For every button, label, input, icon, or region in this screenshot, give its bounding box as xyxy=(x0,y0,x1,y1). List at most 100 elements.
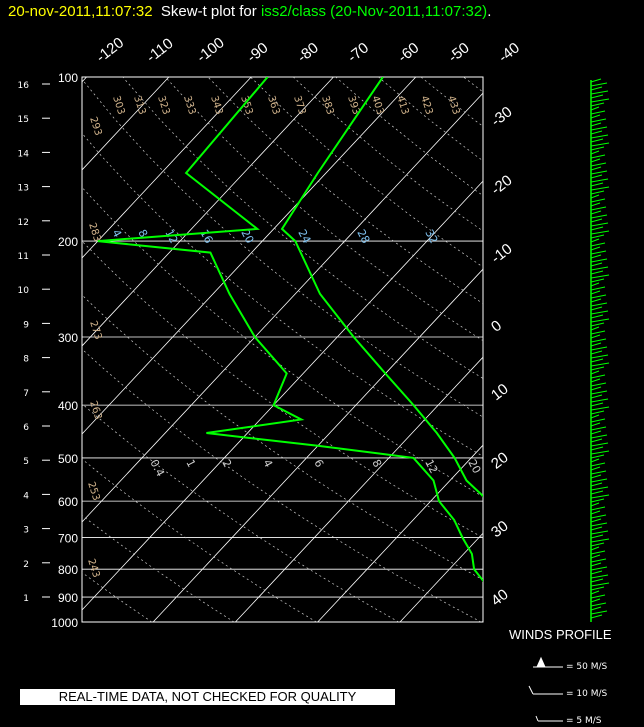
height-tick-label: 3 xyxy=(23,526,29,536)
wind-barb xyxy=(590,158,601,163)
wind-barb xyxy=(590,502,600,507)
wind-barb xyxy=(590,142,610,147)
theta-label: 323 xyxy=(155,95,171,117)
wind-barb xyxy=(590,298,602,303)
wind-barb xyxy=(590,146,605,151)
wind-barb xyxy=(590,518,602,523)
quality-notice: REAL-TIME DATA, NOT CHECKED FOR QUALITY xyxy=(20,689,395,705)
height-tick-label: 10 xyxy=(18,286,30,296)
height-tick-label: 5 xyxy=(23,457,29,467)
wind-barb xyxy=(590,250,607,255)
wind-barb xyxy=(590,262,603,267)
wind-barb xyxy=(590,370,600,375)
dry-adiabat-line xyxy=(82,403,399,622)
wind-barb xyxy=(590,174,603,179)
wind-barb xyxy=(590,446,604,451)
wind-barb xyxy=(590,118,607,123)
wind-barb xyxy=(590,454,605,459)
height-tick-label: 4 xyxy=(23,491,29,501)
wind-barb xyxy=(590,362,610,367)
wind-barb xyxy=(590,426,607,431)
wind-barb xyxy=(590,530,609,535)
temperature-trace xyxy=(280,77,483,498)
wind-barb xyxy=(590,358,604,363)
height-tick-label: 15 xyxy=(18,115,29,125)
wind-barb xyxy=(590,390,608,395)
wind-barb xyxy=(590,314,604,319)
wind-barb xyxy=(590,402,604,407)
dry-adiabat-line xyxy=(506,77,644,622)
mixing-ratio-label: 12 xyxy=(162,227,180,245)
wind-barb xyxy=(590,386,602,391)
wind-key-5-symbol xyxy=(535,715,563,722)
wind-barb xyxy=(590,78,602,83)
wind-barb xyxy=(590,546,600,551)
right-temperature-label: 40 xyxy=(488,586,512,610)
wind-barb xyxy=(590,282,600,287)
wind-barb xyxy=(590,410,605,415)
wind-barb xyxy=(590,350,603,355)
dry-adiabat-line xyxy=(82,514,235,622)
theta-label: 313 xyxy=(131,95,147,117)
mixing-ratio-label: 28 xyxy=(354,227,372,245)
dry-adiabat-line xyxy=(463,77,483,93)
dry-adiabat-line xyxy=(82,458,317,622)
pressure-tick-label: 200 xyxy=(58,235,78,249)
wind-barb xyxy=(590,286,606,291)
right-temperature-label: 10 xyxy=(488,380,512,404)
wind-barb xyxy=(590,574,609,579)
wind-key-50: = 50 M/S xyxy=(566,662,608,672)
wind-barb xyxy=(590,378,601,383)
wind-barb xyxy=(590,238,600,243)
wind-barb xyxy=(590,486,609,491)
wind-barb xyxy=(590,602,607,607)
top-temperature-label: -40 xyxy=(495,39,523,66)
title-source: iss2/class (20-Nov-2011,11:07:32) xyxy=(260,3,488,20)
wind-barb xyxy=(590,266,609,271)
mixing-ratio-label: 24 xyxy=(295,227,313,245)
isotherm-line xyxy=(235,356,484,623)
mixing-ratio-label: 12 xyxy=(422,457,440,475)
theta-label: 373 xyxy=(291,95,307,117)
wind-barb xyxy=(590,382,607,387)
height-tick-label: 12 xyxy=(18,218,29,228)
height-tick-label: 7 xyxy=(23,389,29,399)
isotherm-line xyxy=(81,76,252,259)
wind-barb xyxy=(590,394,603,399)
title-end: . xyxy=(487,3,492,20)
right-temperature-label: 30 xyxy=(488,517,512,541)
wind-barb xyxy=(590,290,601,295)
wind-barb xyxy=(590,510,601,515)
isotherm-line xyxy=(81,76,87,83)
theta-label: 383 xyxy=(319,95,335,117)
height-tick-label: 16 xyxy=(18,81,30,91)
wind-barb xyxy=(590,106,600,111)
wind-barb xyxy=(590,278,605,283)
height-tick-label: 9 xyxy=(23,320,29,330)
wind-barb xyxy=(590,134,609,139)
pressure-tick-label: 900 xyxy=(58,591,78,605)
wind-barb xyxy=(590,346,608,351)
dry-adiabat-line xyxy=(165,77,483,342)
wind-barb xyxy=(590,498,605,503)
pressure-tick-label: 100 xyxy=(58,71,78,85)
wind-barb xyxy=(590,198,606,203)
wind-barb xyxy=(590,170,608,175)
theta-label: 363 xyxy=(265,95,281,117)
mixing-ratio-label: 20 xyxy=(238,227,256,245)
dry-adiabat-line xyxy=(82,294,483,581)
wind-barb xyxy=(590,114,601,119)
wind-barb xyxy=(590,374,606,379)
isotherm-line xyxy=(81,180,484,611)
top-temperature-label: -50 xyxy=(445,39,473,66)
theta-label: 253 xyxy=(85,481,101,503)
wind-barb xyxy=(590,82,608,87)
wind-barb xyxy=(590,598,601,603)
wind-barb xyxy=(590,474,602,479)
right-temperature-label: 0 xyxy=(488,317,505,336)
wind-barb xyxy=(590,246,601,251)
wind-barb xyxy=(590,514,607,519)
isotherm-line xyxy=(81,76,417,435)
wind-barb xyxy=(590,430,602,435)
top-temperature-label: -70 xyxy=(344,39,372,66)
